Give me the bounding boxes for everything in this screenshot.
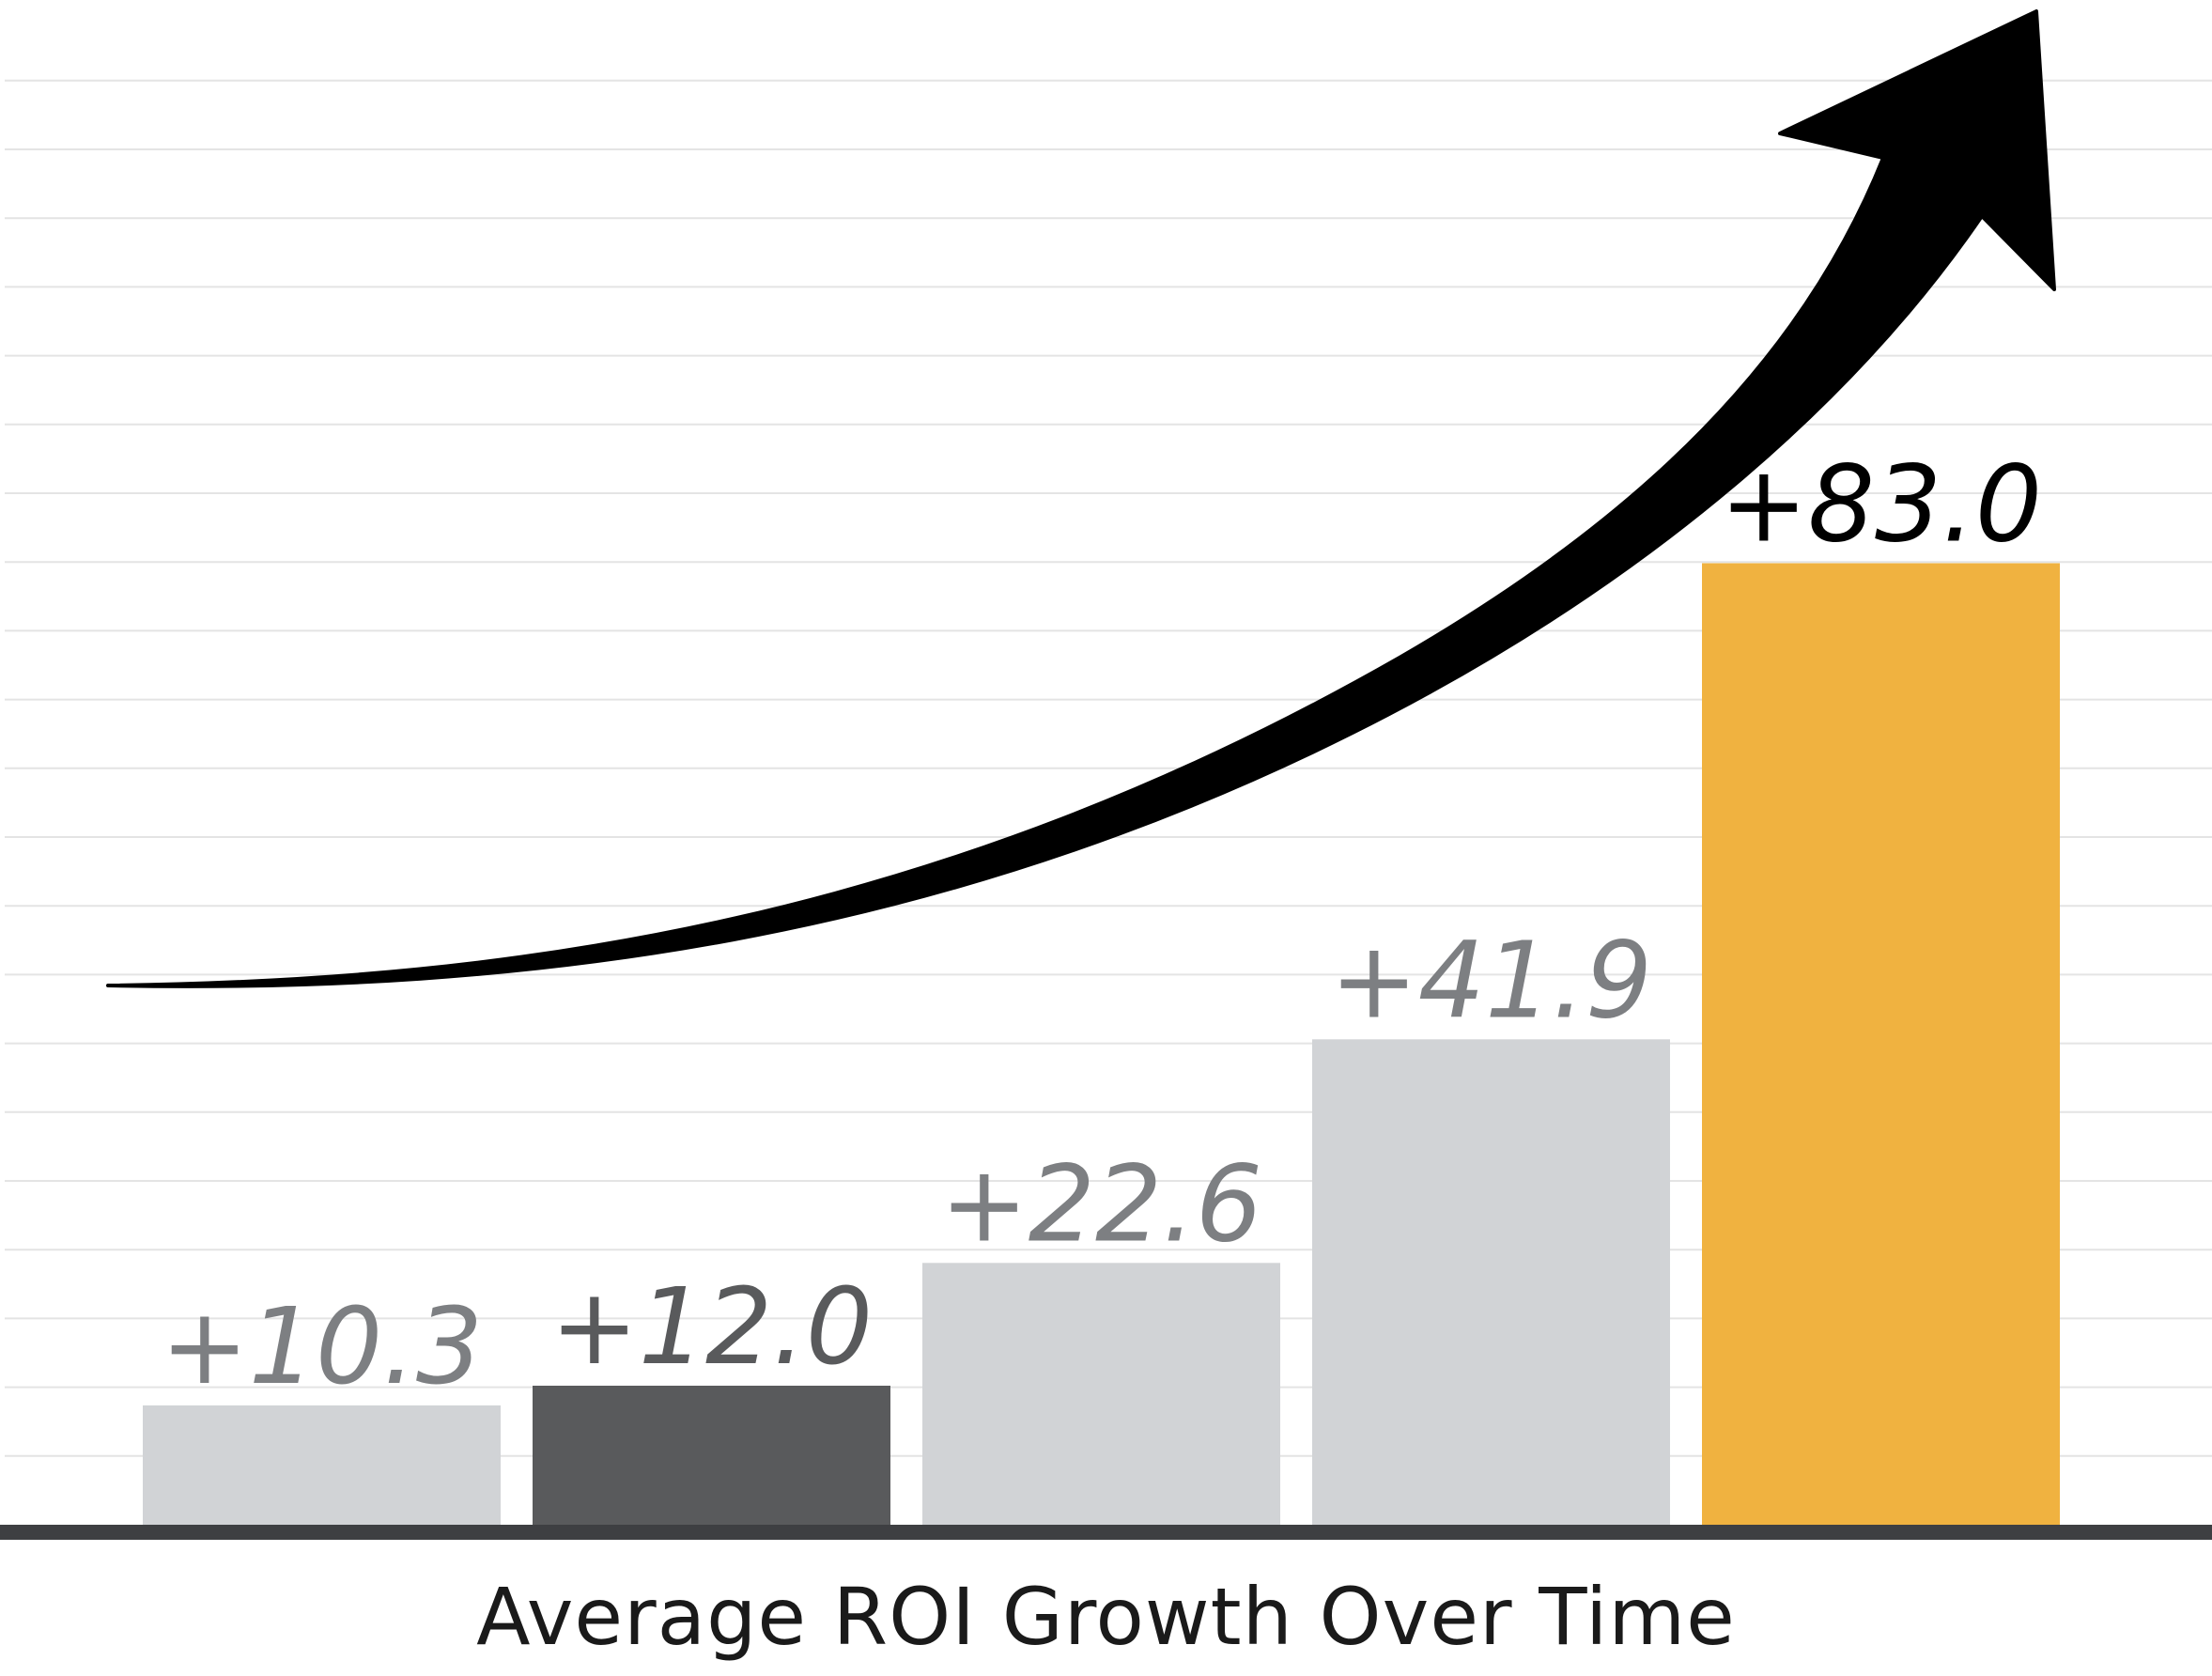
data-labels: +10.3 +12.0 +22.6 +41.9 +83.0 [161, 444, 2042, 1409]
data-label-5: +83.0 [1720, 444, 2042, 566]
bar-2 [533, 1386, 890, 1525]
bar-1 [143, 1405, 501, 1525]
trend-arrow-icon [106, 9, 2056, 988]
bar-5 [1702, 563, 2060, 1525]
bar-3 [922, 1263, 1280, 1525]
data-label-1: +10.3 [161, 1286, 483, 1408]
axis-line [0, 1525, 2212, 1540]
bar-4 [1312, 1039, 1670, 1525]
chart-title: Average ROI Growth Over Time [476, 1571, 1736, 1663]
bars [143, 563, 2060, 1525]
data-label-2: +12.0 [550, 1266, 873, 1389]
trend-arrow [106, 9, 2056, 988]
data-label-4: +41.9 [1330, 920, 1652, 1042]
data-label-3: +22.6 [940, 1143, 1262, 1265]
x-axis [0, 1525, 2212, 1540]
